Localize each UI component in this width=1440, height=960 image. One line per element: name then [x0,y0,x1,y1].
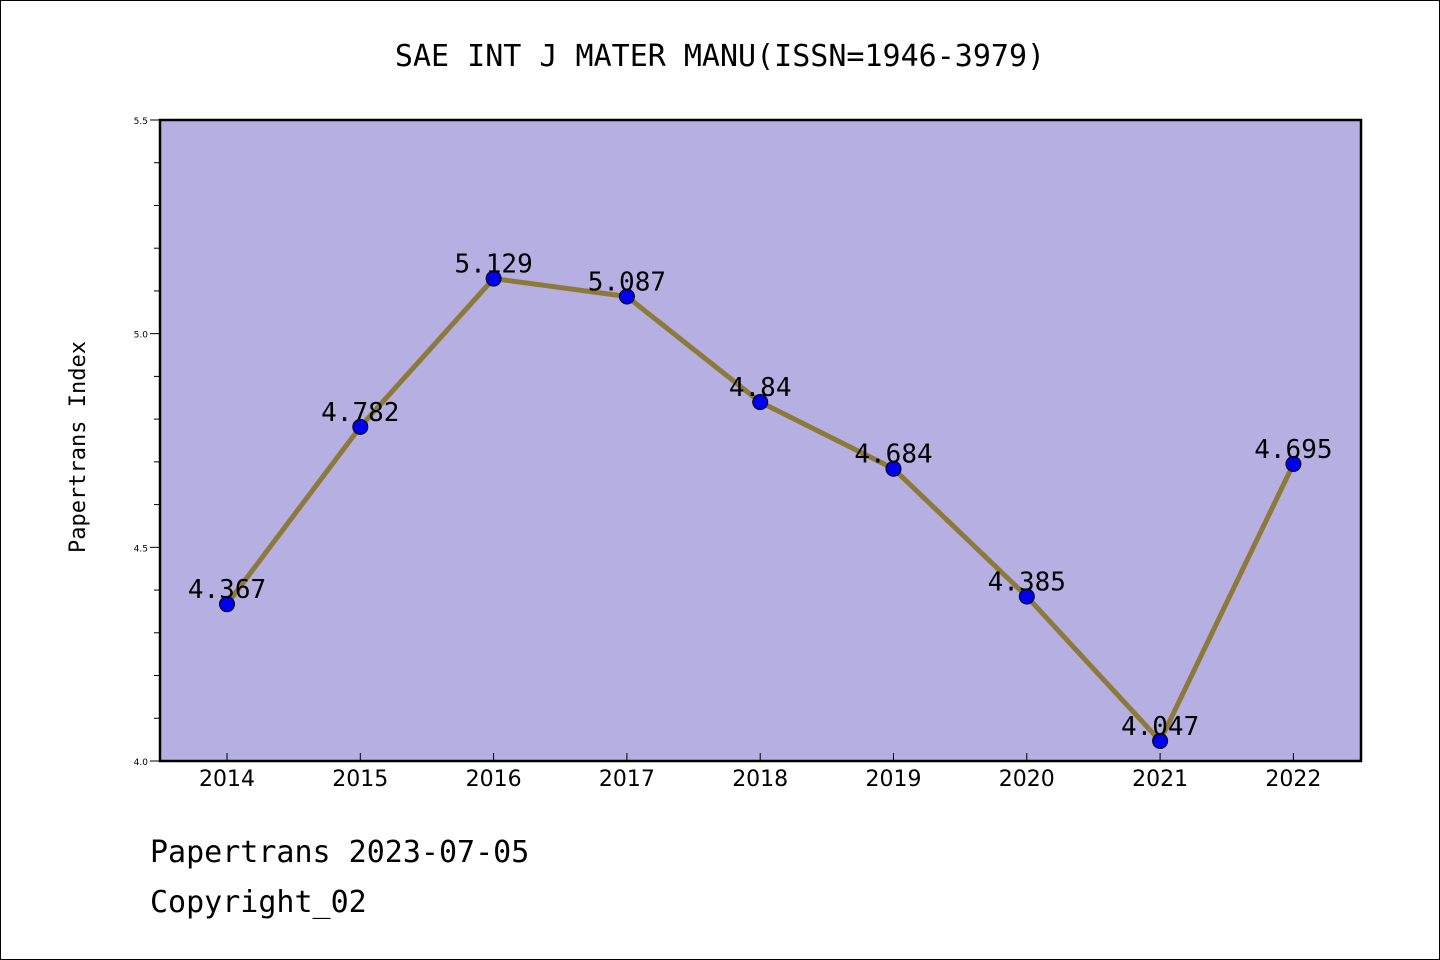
y-tick-label: 5.0 [134,331,149,341]
data-label: 4.684 [854,440,932,470]
y-axis: 4.0 4.5 5.0 5.5 [134,117,160,768]
x-tick-label: 2015 [332,767,388,792]
data-point [1285,456,1302,473]
x-tick-label: 2020 [999,767,1055,792]
series-group: 4.367 4.782 5.129 5.087 4.84 4.684 4.385 4.047 4… [188,250,1333,749]
data-label: 5.087 [588,267,666,297]
x-tick-label: 2022 [1265,767,1321,792]
data-label: 5.129 [454,250,532,280]
y-tick-label: 5.5 [134,117,148,127]
y-axis-label: Papertrans Index [66,341,91,553]
x-tick-label: 2021 [1132,767,1188,792]
y-tick-label: 4.0 [134,758,149,768]
data-point [1152,732,1169,749]
x-tick-label: 2019 [866,767,922,792]
plot-area [158,118,1363,763]
data-label: 4.385 [988,567,1066,597]
data-point [885,460,902,477]
data-point [352,418,369,435]
data-point [219,596,235,613]
footer-copyright: Copyright_02 [150,885,367,920]
data-point [485,270,502,287]
x-axis: 2014 2015 2016 2017 2018 2019 2020 2021 2022 [199,753,1321,792]
data-label: 4.782 [321,398,399,428]
x-tick-label: 2016 [466,767,522,792]
data-label: 4.047 [1121,712,1199,742]
data-point [618,288,635,305]
chart-title: SAE INT J MATER MANU(ISSN=1946-3979) [395,39,1045,74]
data-point [1018,588,1035,605]
footer-date: Papertrans 2023-07-05 [150,835,530,870]
y-tick-label: 4.5 [134,544,148,554]
x-tick-label: 2017 [599,767,655,792]
data-label: 4.84 [729,373,792,403]
x-tick-label: 2014 [199,767,255,792]
data-label: 4.367 [188,575,266,605]
x-tick-label: 2018 [732,767,788,792]
data-label: 4.695 [1254,435,1332,465]
data-point [752,394,769,411]
